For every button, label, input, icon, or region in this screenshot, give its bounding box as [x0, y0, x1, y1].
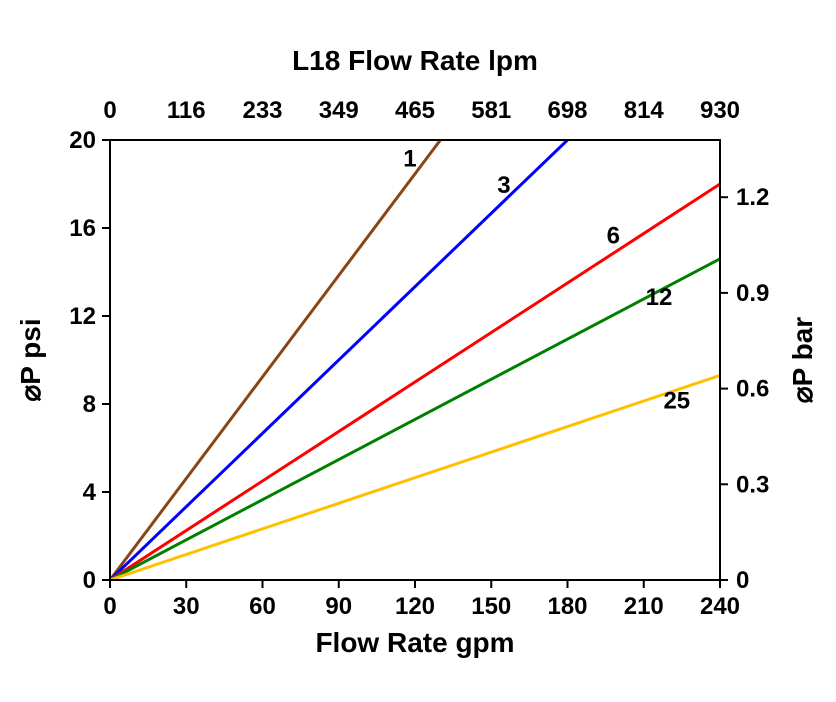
y-right-tick-label: 1.2	[736, 184, 769, 211]
series-label-12: 12	[646, 284, 673, 311]
flow-rate-chart: L18 Flow Rate lpm01162333494655816988149…	[0, 0, 836, 702]
series-line-12	[110, 259, 720, 580]
x-bottom-tick-label: 90	[325, 593, 352, 620]
y-left-axis-title: ⌀P psi	[15, 318, 46, 401]
series-line-25	[110, 375, 720, 580]
series-line-3	[110, 140, 568, 580]
x-bottom-tick-label: 150	[471, 593, 511, 620]
series-label-3: 3	[497, 172, 510, 199]
top-tick-label: 349	[319, 97, 359, 124]
y-left-tick-label: 8	[83, 391, 96, 418]
top-tick-label: 116	[167, 97, 206, 124]
x-bottom-tick-label: 120	[395, 593, 435, 620]
top-tick-label: 581	[471, 97, 511, 124]
x-bottom-tick-label: 60	[249, 593, 276, 620]
x-bottom-tick-label: 180	[547, 593, 587, 620]
top-tick-label: 0	[103, 97, 116, 124]
y-right-tick-label: 0.6	[736, 376, 769, 403]
top-tick-label: 233	[242, 97, 282, 124]
series-line-6	[110, 184, 720, 580]
y-right-tick-label: 0	[736, 567, 749, 594]
top-tick-label: 698	[547, 97, 587, 124]
top-tick-label: 930	[700, 97, 740, 124]
y-left-tick-label: 12	[69, 303, 96, 330]
y-right-tick-label: 0.9	[736, 280, 769, 307]
x-bottom-tick-label: 0	[103, 593, 116, 620]
series-label-6: 6	[607, 222, 620, 249]
x-bottom-tick-label: 210	[624, 593, 664, 620]
y-right-axis-title: ⌀P bar	[787, 317, 818, 403]
y-left-tick-label: 4	[83, 479, 97, 506]
x-bottom-tick-label: 30	[173, 593, 200, 620]
series-line-1	[110, 140, 440, 580]
x-axis-title: Flow Rate gpm	[315, 627, 514, 658]
top-axis-title: L18 Flow Rate lpm	[292, 45, 538, 76]
series-label-25: 25	[663, 387, 690, 414]
series-label-1: 1	[403, 145, 416, 172]
plot-border	[110, 140, 720, 580]
top-tick-label: 814	[624, 97, 665, 124]
top-tick-label: 465	[395, 97, 435, 124]
y-right-tick-label: 0.3	[736, 471, 769, 498]
y-left-tick-label: 20	[69, 127, 96, 154]
y-left-tick-label: 0	[83, 567, 96, 594]
x-bottom-tick-label: 240	[700, 593, 740, 620]
y-left-tick-label: 16	[69, 215, 96, 242]
